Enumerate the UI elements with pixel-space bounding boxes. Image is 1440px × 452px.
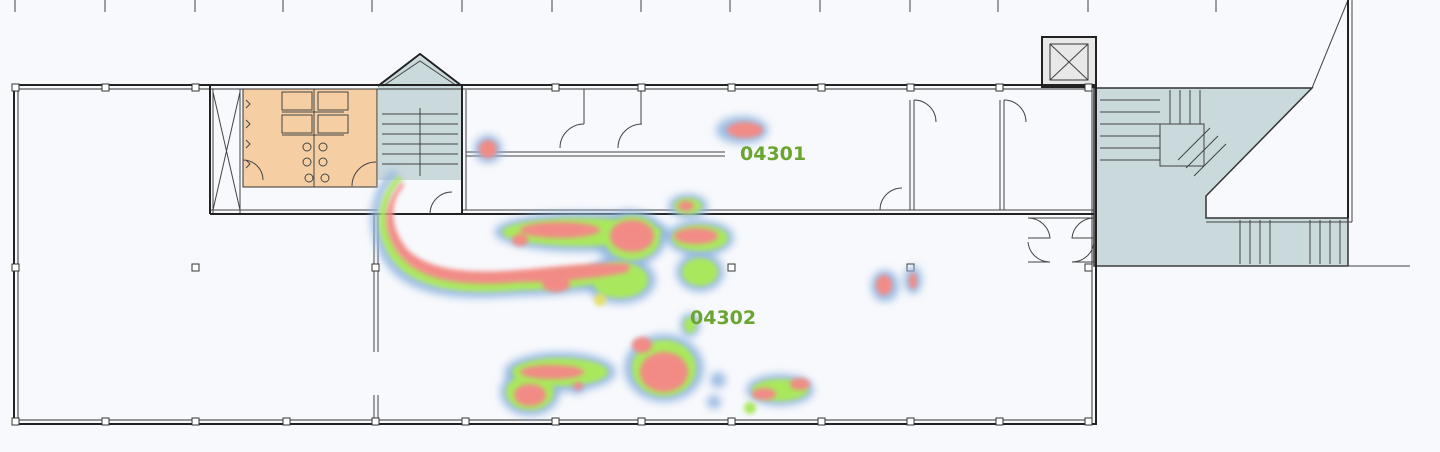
room-label-04301[interactable]: 04301 [740, 143, 806, 165]
main-stairwell [377, 52, 463, 180]
east-stair-area [1093, 0, 1410, 267]
structural-columns [11, 83, 1093, 426]
top-ruler [14, 0, 1217, 12]
restroom-block [212, 88, 378, 214]
elevator-shaft [1041, 36, 1097, 88]
room-label-04302[interactable]: 04302 [690, 307, 756, 329]
heatmap-overlay [371, 116, 922, 416]
